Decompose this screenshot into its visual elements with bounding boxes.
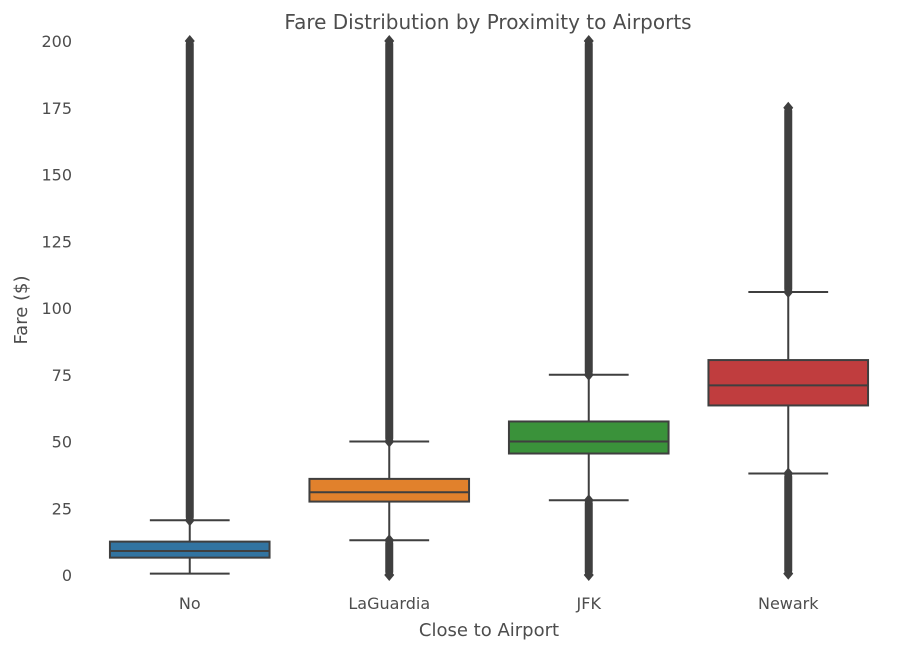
x-axis-label: Close to Airport — [419, 620, 559, 641]
outlier-marker — [384, 569, 395, 581]
box-newark — [707, 101, 870, 580]
box-laguardia — [308, 35, 471, 581]
outlier-marker — [583, 494, 594, 507]
y-tick-label: 200 — [41, 32, 72, 51]
y-tick-label: 50 — [52, 433, 72, 452]
outlier-marker — [583, 368, 594, 381]
outlier-marker — [384, 35, 395, 47]
outliers-low — [584, 500, 593, 575]
box-iqr — [507, 420, 670, 455]
y-tick-label: 150 — [41, 166, 72, 185]
boxes-group — [108, 35, 870, 581]
box-iqr — [308, 477, 471, 503]
outlier-marker — [783, 285, 794, 298]
outlier-marker — [384, 534, 395, 547]
y-tick-label: 125 — [41, 232, 72, 251]
y-tick-label: 25 — [52, 499, 72, 518]
outliers-low — [784, 473, 793, 574]
y-tick-label: 175 — [41, 99, 72, 118]
y-tick-label: 75 — [52, 366, 72, 385]
x-tick-label: No — [179, 594, 201, 613]
outliers-low — [385, 540, 394, 575]
outlier-marker — [184, 514, 195, 527]
outlier-marker — [583, 569, 594, 581]
y-axis: 0 25 50 75 100 125 150 175 200 — [41, 32, 72, 585]
x-tick-label: Newark — [758, 594, 819, 613]
box-jfk — [507, 35, 670, 581]
chart-title: Fare Distribution by Proximity to Airpor… — [284, 10, 691, 34]
outliers-high — [185, 41, 194, 521]
outlier-marker — [384, 435, 395, 448]
y-axis-label: Fare ($) — [11, 275, 32, 344]
y-tick-label: 100 — [41, 299, 72, 318]
outliers-high — [584, 41, 593, 375]
x-tick-label: LaGuardia — [348, 594, 430, 613]
outliers-high — [385, 41, 394, 442]
box-iqr — [108, 540, 271, 559]
box-no — [108, 35, 271, 575]
outliers-high — [784, 107, 793, 292]
outlier-marker — [783, 567, 794, 580]
outlier-marker — [783, 467, 794, 480]
box-iqr — [707, 359, 870, 407]
x-tick-label: JFK — [576, 594, 602, 613]
outlier-marker — [184, 35, 195, 47]
outlier-marker — [783, 101, 794, 114]
y-tick-label: 0 — [62, 566, 72, 585]
outlier-marker — [583, 35, 594, 47]
x-axis: No LaGuardia JFK Newark — [179, 594, 819, 613]
